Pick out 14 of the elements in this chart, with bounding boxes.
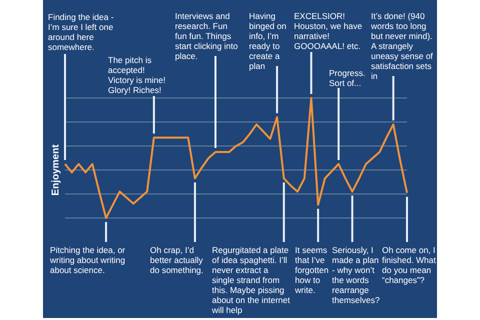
text: Finding the idea - I’m sure I left one around here somewhere.	[48, 12, 115, 52]
y-axis-title: Enjoyment	[50, 144, 62, 196]
text: EXCELSIOR! Houston, we have narrative! GOOOAAAL! etc.	[294, 11, 364, 51]
text: Oh crap, I’d better actually do something.	[150, 245, 204, 275]
text: It’s done! (940 words too long but never mind). A strangely uneasy sense of satisfaction sets in	[371, 11, 433, 81]
text: The pitch is accepted! Victory is mine! Glory! Riches!	[108, 55, 166, 95]
text: Having binged on info, I’m ready to create a plan	[249, 11, 288, 71]
text: Oh come on, I finished. What do you mean “changes”?	[382, 245, 436, 285]
text: Regurgitated a plate of idea spaghetti. I’ll never extract a single strand from this. Maybe pissing about on the internet will help	[212, 245, 291, 315]
text: Interviews and research. Fun fun fun. Things start clicking into place.	[175, 11, 239, 61]
text: Seriously, I made a plan - why won’t the words rearrange themselves?	[332, 245, 381, 305]
text: Progress. Sort of...	[329, 68, 366, 88]
text: Pitching the idea, or writing about writing about science.	[50, 245, 126, 275]
text: It seems that I’ve forgotten how to write.	[295, 245, 330, 295]
